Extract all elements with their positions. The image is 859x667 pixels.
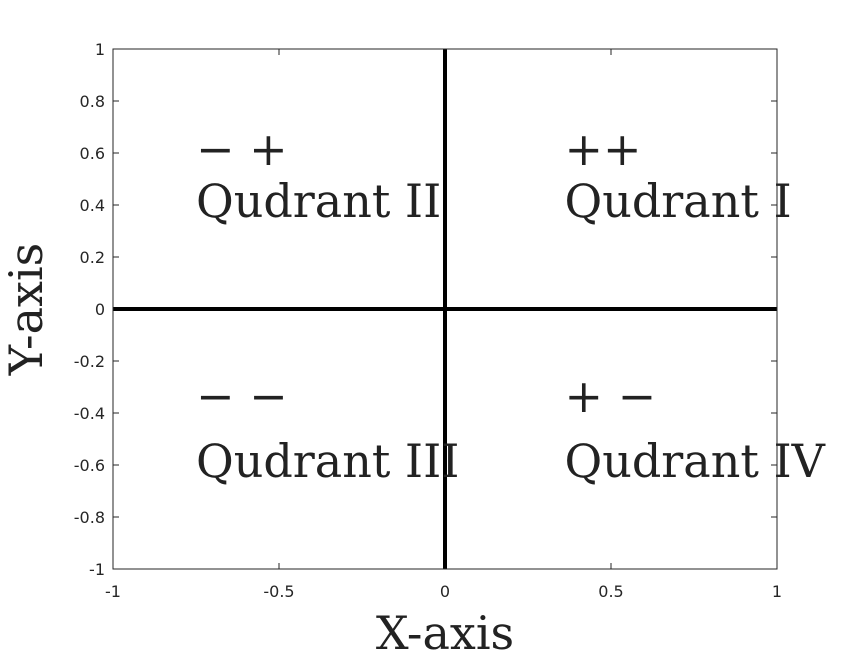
quadrant-annotation: + − (565, 369, 657, 423)
x-axis-ticks: -1 -0.5 0 0.5 1 (105, 49, 782, 601)
y-tick-label: -0.6 (74, 456, 105, 475)
quadrant-annotation: − − (196, 369, 288, 423)
y-tick-label: -0.2 (74, 352, 105, 371)
y-tick-label: 0.8 (80, 92, 105, 111)
reference-lines (113, 49, 777, 569)
y-tick-label: 0.6 (80, 144, 105, 163)
quadrant-annotation: Qudrant II (196, 174, 441, 228)
quadrant-annotation: Qudrant I (565, 174, 792, 228)
y-tick-label: -0.8 (74, 508, 105, 527)
y-axis-title: Y-axis (0, 243, 53, 377)
plot-frame (112, 48, 778, 570)
quadrant-annotation: ++ (565, 122, 642, 176)
x-tick-label: -1 (105, 582, 121, 601)
x-tick-label: -0.5 (263, 582, 294, 601)
y-tick-label: 0.2 (80, 248, 105, 267)
y-tick-label: -1 (89, 560, 105, 579)
y-axis-ticks: 1 0.8 0.6 0.4 0.2 0 -0.2 -0.4 -0.6 -0.8 -1 (74, 40, 777, 579)
x-axis-title: X-axis (376, 606, 514, 660)
quadrant-annotation: − + (196, 122, 288, 176)
y-tick-label: 0 (95, 300, 105, 319)
quadrant-annotations: − +Qudrant II ++Qudrant I − − Qudrant III + … (196, 122, 826, 488)
x-tick-label: 1 (772, 582, 782, 601)
y-tick-label: -0.4 (74, 404, 105, 423)
x-tick-label: 0 (440, 582, 450, 601)
quadrant-annotation: Qudrant IV (565, 434, 826, 488)
x-tick-label: 0.5 (598, 582, 623, 601)
y-tick-label: 1 (95, 40, 105, 59)
quadrant-annotation: Qudrant III (196, 434, 459, 488)
y-tick-label: 0.4 (80, 196, 105, 215)
